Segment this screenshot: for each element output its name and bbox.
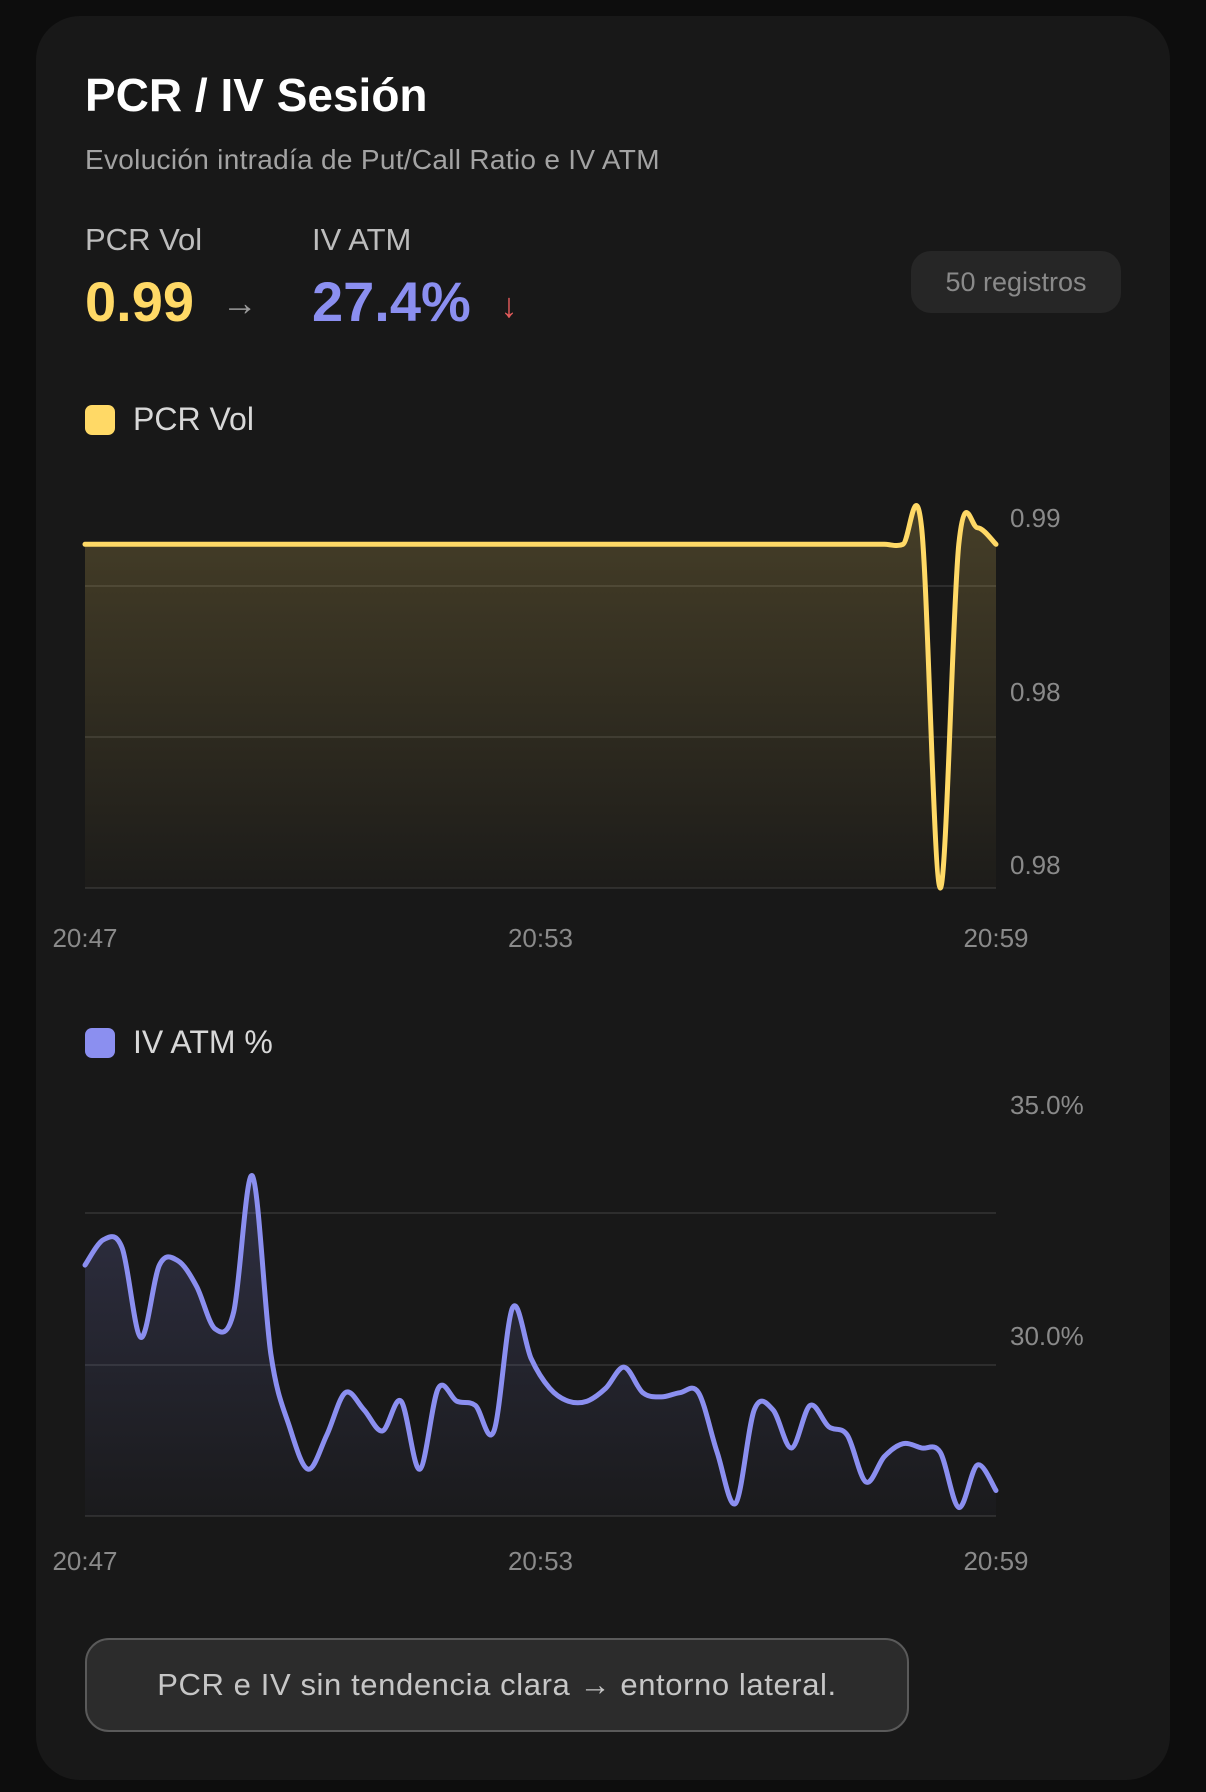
card-subtitle: Evolución intradía de Put/Call Ratio e I… [85, 144, 660, 175]
kpi-iv-value: 27.4% [312, 270, 471, 333]
y-tick-pcr-0: 0.99 [1010, 503, 1061, 533]
area-fill-iv [85, 1175, 996, 1516]
card-title: PCR / IV Sesión [85, 69, 428, 121]
y-tick-pcr-2: 0.98 [1010, 850, 1061, 880]
kpi-pcr-label: PCR Vol [85, 222, 203, 257]
x-tick-iv-2: 20:59 [963, 1546, 1028, 1576]
legend-label-iv: IV ATM % [133, 1024, 273, 1060]
kpi-iv: 27.4% ↓ [312, 274, 517, 330]
kpi-iv-label: IV ATM [312, 222, 412, 257]
x-tick-iv-0: 20:47 [52, 1546, 117, 1576]
kpi-pcr: 0.99 → [85, 274, 258, 330]
y-tick-iv-0: 35.0% [1010, 1090, 1084, 1120]
legend-swatch-iv [85, 1028, 115, 1058]
charts-canvas: 0.99 0.98 0.98 20:47 20:53 20:59 35.0% 30.0% 20:… [52, 503, 1084, 1576]
summary-note: PCR e IV sin tendencia clara → entorno l… [85, 1638, 909, 1732]
x-tick-pcr-2: 20:59 [963, 923, 1028, 953]
kpi-pcr-value: 0.99 [85, 270, 194, 333]
y-tick-pcr-1: 0.98 [1010, 677, 1061, 707]
records-badge: 50 registros [911, 251, 1121, 313]
series-line-iv [82, 1173, 999, 1511]
area-fill-pcr [85, 505, 996, 889]
arrow-right-icon: → [221, 282, 258, 323]
pcr-iv-card: PCR / IV Sesión Evolución intradía de Pu… [36, 16, 1170, 1780]
legend-swatch-pcr [85, 405, 115, 435]
series-line-pcr [82, 503, 999, 891]
legend-label-pcr: PCR Vol [133, 401, 254, 437]
x-tick-pcr-0: 20:47 [52, 923, 117, 953]
x-tick-iv-1: 20:53 [508, 1546, 573, 1576]
arrow-down-icon: ↓ [500, 287, 518, 325]
x-tick-pcr-1: 20:53 [508, 923, 573, 953]
y-tick-iv-1: 30.0% [1010, 1321, 1084, 1351]
